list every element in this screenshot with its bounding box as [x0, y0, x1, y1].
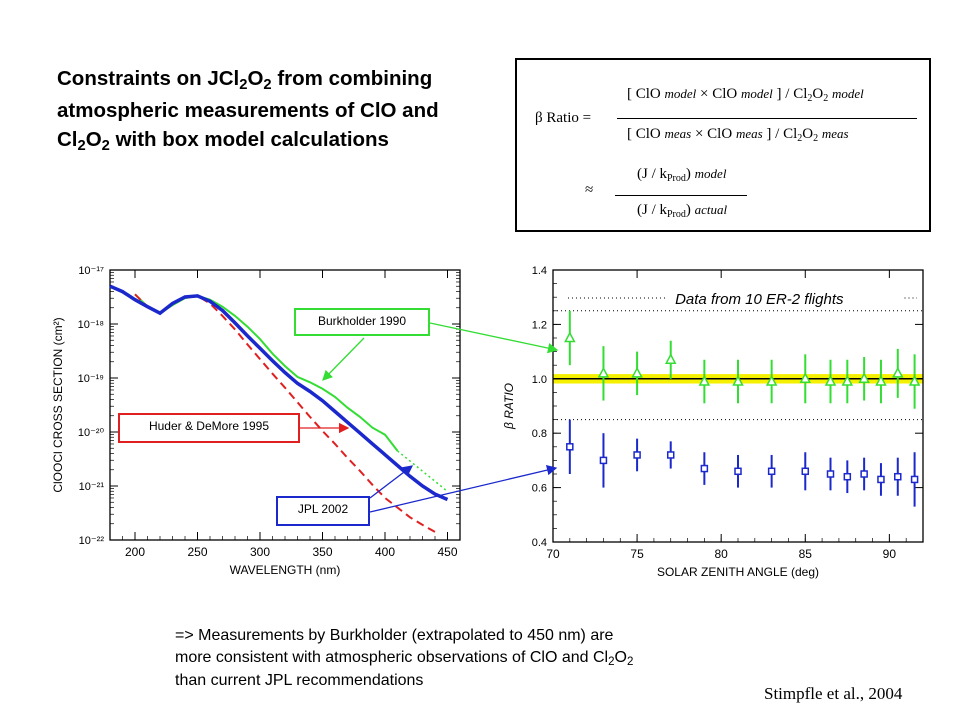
data-point-triangle	[732, 374, 744, 386]
x-tick-label: 70	[546, 547, 560, 561]
series-line-huder-demore-1995	[134, 293, 436, 533]
x-tick-label: 200	[125, 545, 145, 559]
beta-ratio-chart: 0.4 0.6 0.8 1.0 1.2 1.4 70 75 80 85 90 SOLAR ZENITH…	[495, 258, 935, 593]
data-point-triangle	[875, 374, 887, 386]
y-tick-label: 1.4	[532, 265, 547, 277]
burkholder-extrapolation	[397, 450, 448, 492]
data-point-triangle	[799, 372, 812, 384]
data-point-triangle	[858, 372, 870, 384]
data-point-triangle	[892, 366, 904, 378]
data-point-triangle	[908, 374, 921, 386]
data-point-triangle	[698, 374, 711, 386]
data-point-square	[666, 451, 675, 459]
x-tick-label: 90	[883, 547, 897, 561]
data-point-triangle	[631, 366, 643, 378]
burkholder-label: Burkholder 1990	[294, 308, 430, 336]
data-point-square	[801, 467, 810, 476]
x-tick-label: 450	[437, 545, 457, 559]
data-point-square	[894, 472, 902, 481]
formula-numerator: [ ClO model × ClO model ] / Cl2O2 model	[627, 86, 864, 104]
y-axis-label: ClOOCl CROSS SECTION (cm²)	[51, 317, 65, 492]
beta-ratio-formula: β Ratio = [ ClO model × ClO model ] / Cl…	[515, 58, 931, 232]
data-point-triangle	[564, 331, 576, 343]
data-point-square	[734, 467, 742, 476]
x-axis-label: WAVELENGTH (nm)	[230, 563, 341, 577]
huder-label: Huder & DeMore 1995	[118, 413, 300, 443]
y-tick-label: 10⁻²⁰	[78, 427, 105, 439]
y-tick-label: 0.6	[532, 483, 547, 495]
series-line-jpl-2002	[109, 284, 449, 502]
data-point-square	[826, 470, 835, 478]
x-tick-label: 350	[312, 545, 332, 559]
data-point-square	[633, 451, 641, 459]
x-axis-label: SOLAR ZENITH ANGLE (deg)	[657, 565, 819, 579]
slide-title: Constraints on JCl2O2 from combining atm…	[57, 67, 439, 154]
data-point-triangle	[765, 374, 778, 386]
formula-lhs: β Ratio =	[535, 110, 592, 126]
data-point-triangle	[824, 374, 837, 386]
cross-section-chart: 10⁻¹⁷ 10⁻¹⁸ 10⁻¹⁹ 10⁻²⁰ 10⁻²¹ 10⁻²² 200 250 300 3…	[50, 258, 470, 593]
y-tick-label: 10⁻¹⁷	[78, 265, 104, 277]
beta-ratio-svg: 0.4 0.6 0.8 1.0 1.2 1.4 70 75 80 85 90 SOLAR ZENITH…	[502, 265, 924, 579]
y-tick-label: 0.8	[532, 428, 547, 440]
y-tick-label: 1.0	[532, 374, 547, 386]
data-point-square	[767, 467, 776, 476]
data-point-square	[910, 475, 919, 484]
data-point-square	[566, 443, 574, 451]
x-tick-label: 80	[715, 547, 729, 561]
data-point-square	[843, 472, 852, 481]
formula-approx-numerator: (J / kProd) model	[637, 166, 727, 184]
x-tick-label: 300	[250, 545, 270, 559]
data-point-square	[860, 470, 868, 478]
jpl-label: JPL 2002	[276, 496, 370, 526]
y-axis-label: β RATIO	[502, 383, 516, 430]
data-point-square	[700, 464, 709, 473]
fraction-bar	[617, 118, 917, 119]
cross-section-svg: 10⁻¹⁷ 10⁻¹⁸ 10⁻¹⁹ 10⁻²⁰ 10⁻²¹ 10⁻²² 200 250 300 3…	[51, 265, 461, 577]
x-tick-label: 85	[799, 547, 813, 561]
y-tick-label: 10⁻²¹	[79, 481, 105, 493]
x-tick-label: 75	[630, 547, 644, 561]
approx-fraction-bar	[615, 195, 747, 196]
y-tick-label: 10⁻¹⁹	[78, 373, 104, 385]
y-tick-label: 0.4	[532, 537, 547, 549]
x-tick-label: 400	[375, 545, 395, 559]
citation: Stimpfle et al., 2004	[764, 684, 903, 703]
data-point-triangle	[664, 353, 677, 365]
y-tick-label: 10⁻¹⁸	[78, 319, 104, 331]
data-point-square	[599, 456, 608, 465]
y-tick-label: 10⁻²²	[79, 535, 105, 547]
approx-sign: ≈	[585, 182, 594, 198]
formula-denominator: [ ClO meas × ClO meas ] / Cl2O2 meas	[627, 126, 849, 144]
y-tick-label: 1.2	[532, 319, 547, 331]
data-point-square	[877, 475, 885, 484]
data-point-triangle	[841, 374, 854, 386]
formula-approx-denominator: (J / kProd) actual	[637, 202, 728, 220]
chart-title: Data from 10 ER-2 flights	[675, 291, 844, 308]
x-tick-label: 250	[187, 545, 207, 559]
conclusion-text: => Measurements by Burkholder (extrapola…	[175, 627, 634, 689]
data-point-triangle	[597, 366, 610, 378]
